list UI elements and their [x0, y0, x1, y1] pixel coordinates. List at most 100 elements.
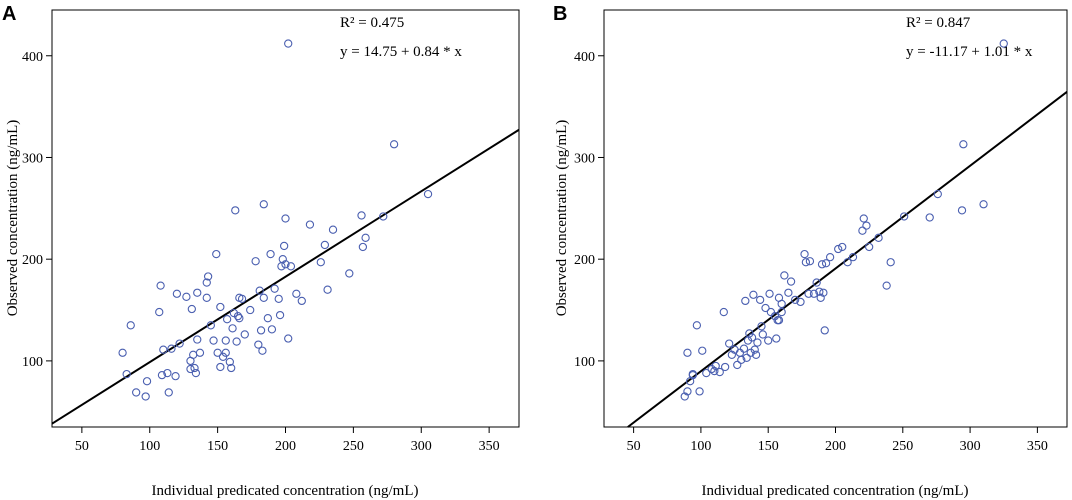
panel-a-data-point — [345, 269, 354, 278]
panel-a-x-tick-label: 350 — [479, 439, 500, 454]
panel-b-data-point — [899, 212, 909, 221]
panel-a-data-point — [423, 189, 433, 199]
panel-a-data-point — [218, 352, 228, 361]
panel-a-data-point — [156, 281, 165, 290]
panel-b-data-point — [745, 329, 754, 338]
panel-b-plot-frame — [603, 9, 1068, 428]
panel-b-data-point — [720, 362, 730, 372]
panel-a-y-axis-title: Observed concentration (ng/mL) — [5, 120, 21, 317]
panel-b-data-point — [821, 259, 831, 268]
panel-b-points — [680, 39, 1008, 401]
panel-a-data-point — [175, 339, 184, 348]
panel-a-data-point — [155, 307, 164, 317]
panel-a-data-point — [171, 371, 180, 381]
panel-b-data-point — [817, 260, 827, 269]
panel-b-data-point — [772, 334, 781, 343]
panel-b-regression-line — [627, 91, 1068, 428]
panel-b-data-point — [999, 39, 1008, 48]
panel-a-data-point — [274, 294, 283, 303]
panel-b-data-point — [834, 244, 843, 254]
panel-b-data-point — [862, 221, 871, 230]
panel-a-data-point — [235, 314, 244, 323]
panel-b-data-point — [801, 258, 811, 267]
panel-a-equation: y = 14.75 + 0.84 * x — [340, 44, 462, 60]
panel-b-data-point — [758, 330, 767, 339]
panel-b-data-point — [761, 303, 770, 313]
panel-a-data-point — [284, 334, 293, 343]
panel-b-data-point — [774, 316, 784, 325]
panel-b-data-point — [719, 307, 728, 317]
panel-b-data-point — [683, 348, 692, 357]
panel-a-regression-line — [51, 128, 520, 425]
panel-b-y-axis-title: Observed concentration (ng/mL) — [554, 120, 570, 317]
panel-b-data-point — [750, 345, 759, 354]
panel-b-data-point — [755, 295, 765, 305]
panel-b-x-tick-label: 100 — [690, 439, 711, 454]
panel-a-data-point — [328, 225, 338, 234]
panel-b-letter: B — [553, 3, 567, 25]
panel-b-data-point — [757, 322, 766, 331]
panel-a-data-point — [187, 304, 196, 314]
panel-a-data-point — [259, 293, 268, 302]
panel-b-data-point — [737, 355, 746, 365]
panel-a-data-point — [258, 346, 267, 355]
panel-b-data-point — [739, 344, 749, 353]
panel-a-data-point — [221, 348, 230, 357]
panel-b-data-point — [749, 290, 758, 299]
panel-a-plot-frame — [51, 9, 520, 428]
panel-a-data-point — [286, 262, 296, 271]
panel-a-data-point — [216, 302, 225, 312]
panel-a-data-point — [237, 294, 247, 303]
panel-b-data-point — [688, 370, 697, 380]
panel-b-data-point — [804, 289, 813, 298]
panel-a-data-point — [163, 368, 172, 378]
panel-b-data-point — [979, 200, 988, 209]
panel-a-data-point — [126, 321, 135, 330]
panel-b-r-squared: R² = 0.847 — [906, 15, 971, 31]
panel-a-data-point — [379, 212, 388, 221]
panel-a-data-point — [189, 350, 198, 359]
panel-a-y-tick-label: 200 — [22, 253, 43, 268]
panel-a-data-point — [164, 388, 173, 397]
panel-b-data-point — [765, 289, 774, 298]
panel-b-data-point — [812, 278, 821, 287]
panel-a-data-point — [267, 325, 277, 334]
panel-a-x-tick-label: 250 — [343, 439, 364, 454]
panel-b-y-tick-label: 100 — [574, 355, 595, 370]
panel-b-data-point — [735, 348, 745, 357]
panel-a-data-point — [281, 260, 290, 269]
panel-a-data-point — [389, 140, 399, 149]
panel-a-data-point — [167, 344, 176, 353]
panel-b-x-axis-title: Individual predicated concentration (ng/… — [702, 483, 969, 499]
panel-a-data-point — [157, 370, 167, 380]
panel-a-y-ticks: 100 200 300 400 — [22, 50, 52, 370]
panel-b-y-tick-label: 300 — [574, 151, 595, 166]
panel-a-data-point — [141, 392, 150, 401]
panel-a-data-point — [231, 206, 240, 215]
panel-b-data-point — [786, 277, 796, 286]
panel-b-data-point — [777, 307, 786, 317]
panel-b-data-point — [777, 299, 786, 309]
panel-b-x-tick-label: 300 — [960, 439, 981, 454]
panel-b-data-point — [790, 295, 800, 305]
panel-b-data-point — [710, 366, 719, 376]
panel-a-data-point — [297, 296, 306, 306]
panel-a-y-tick-label: 400 — [22, 50, 43, 65]
panel-a-data-point — [159, 345, 168, 354]
panel-a-data-point — [316, 258, 325, 267]
panel-b-data-point — [843, 258, 852, 267]
panel-a-x-tick-label: 200 — [275, 439, 296, 454]
panel-b-data-point — [874, 233, 883, 242]
panel-b-x-tick-label: 50 — [627, 439, 641, 454]
panel-a-points — [118, 39, 433, 401]
panel-b-data-point — [886, 258, 895, 267]
panel-b-data-point — [780, 271, 789, 280]
panel-a-letter: A — [2, 3, 16, 25]
panel-a-data-point — [216, 362, 225, 372]
panel-b-data-point — [800, 249, 809, 259]
panel-a-data-point — [281, 214, 290, 223]
panel-a-data-point — [202, 278, 211, 287]
panel-b-data-point — [819, 288, 828, 297]
panel-b-x-tick-label: 250 — [892, 439, 913, 454]
